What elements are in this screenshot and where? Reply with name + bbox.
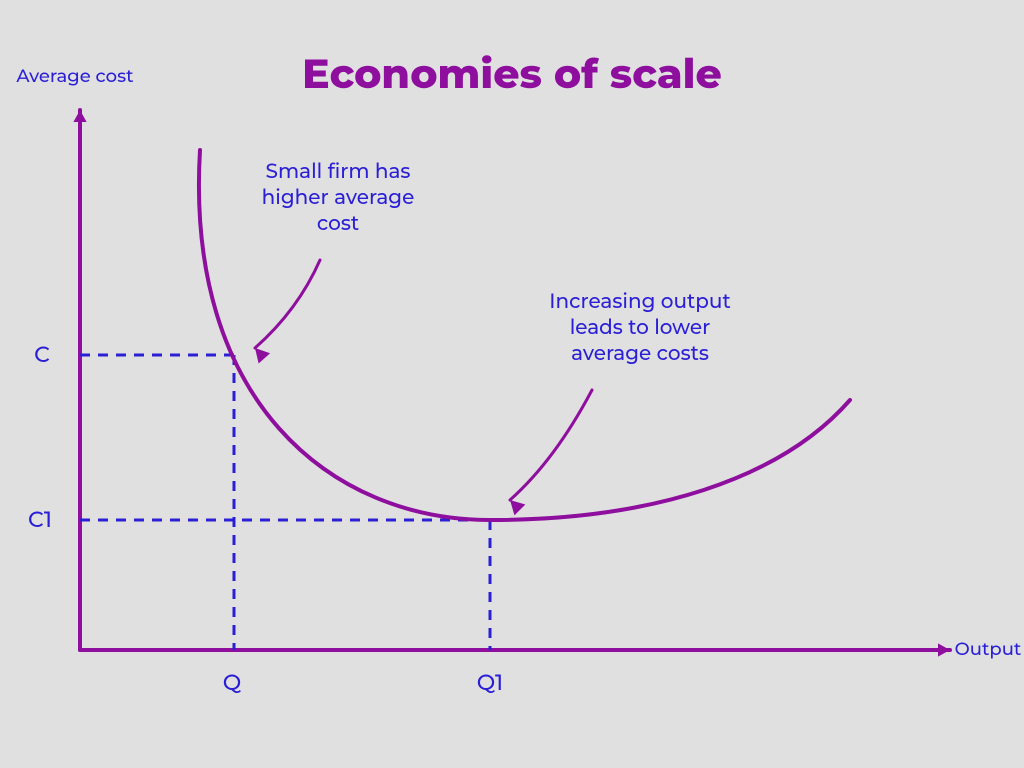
tick-label: C1 — [28, 506, 52, 533]
annotation-text: Small firm has — [266, 160, 411, 184]
y-axis-label: Average cost — [15, 65, 133, 87]
annotation-text: average costs — [571, 342, 709, 366]
tick-label: C — [34, 341, 50, 368]
tick-label: Q — [223, 669, 242, 696]
annotation-text: leads to lower — [570, 316, 711, 340]
diagram-canvas: Economies of scale Output Average cost C C1 Q… — [0, 0, 1024, 768]
annotation-text: cost — [317, 212, 359, 236]
annotation-text: higher average — [262, 186, 415, 210]
tick-label: Q1 — [477, 669, 503, 696]
x-axis-label: Output — [955, 638, 1022, 660]
annotation-text: Increasing output — [549, 290, 731, 314]
diagram-svg: Economies of scale Output Average cost C C1 Q… — [0, 0, 1024, 768]
chart-title: Economies of scale — [302, 49, 722, 99]
background — [0, 0, 1024, 768]
